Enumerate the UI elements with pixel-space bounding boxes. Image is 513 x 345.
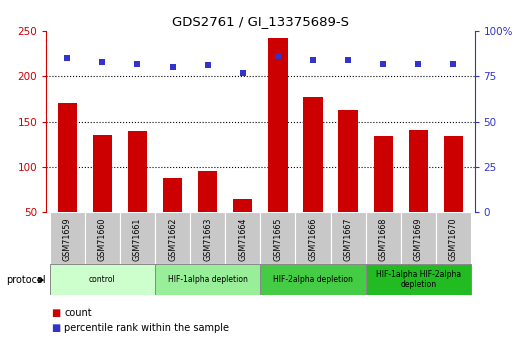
Point (379, 61, 387, 67)
Point (344, 57, 352, 63)
Bar (225, 212, 260, 264)
Bar (268, 38, 288, 257)
Text: GSM71667: GSM71667 (344, 217, 352, 261)
Text: HIF-1alpha HIF-2alpha
depletion: HIF-1alpha HIF-2alpha depletion (376, 270, 461, 289)
Bar (339, 110, 358, 257)
Text: ■: ■ (51, 324, 61, 333)
Bar (436, 212, 471, 264)
Text: GSM71663: GSM71663 (203, 217, 212, 261)
Text: GSM71659: GSM71659 (63, 217, 72, 261)
Text: GSM71669: GSM71669 (414, 217, 423, 261)
Bar (85, 212, 120, 264)
Text: GSM71668: GSM71668 (379, 217, 388, 261)
Bar (50, 212, 85, 264)
Text: GSM71665: GSM71665 (273, 217, 282, 261)
Point (63, 56, 71, 61)
Bar (155, 212, 190, 264)
Bar (401, 212, 436, 264)
Text: GSM71661: GSM71661 (133, 217, 142, 261)
Bar (233, 199, 252, 257)
Point (414, 61, 422, 67)
Bar (366, 212, 401, 264)
Bar (444, 136, 463, 257)
Title: GDS2761 / GI_13375689-S: GDS2761 / GI_13375689-S (172, 16, 349, 29)
Point (98, 59, 107, 65)
Bar (295, 212, 330, 264)
Point (204, 63, 212, 68)
Bar (163, 178, 182, 257)
Point (239, 70, 247, 76)
Text: control: control (89, 275, 116, 284)
Point (133, 61, 142, 67)
Text: GSM71662: GSM71662 (168, 217, 177, 261)
Bar (330, 212, 366, 264)
Bar (120, 212, 155, 264)
Bar (260, 212, 295, 264)
Bar (155, 264, 260, 295)
Bar (50, 264, 155, 295)
Text: GSM71660: GSM71660 (98, 217, 107, 261)
Bar (198, 171, 218, 257)
Text: protocol: protocol (6, 275, 46, 285)
Bar (409, 130, 428, 257)
Text: count: count (64, 308, 92, 318)
Bar (260, 264, 366, 295)
Text: ■: ■ (51, 308, 61, 318)
Point (449, 61, 458, 67)
Point (274, 54, 282, 59)
Bar (128, 131, 147, 257)
Bar (93, 135, 112, 257)
Text: GSM71664: GSM71664 (239, 217, 247, 261)
Text: GSM71670: GSM71670 (449, 217, 458, 261)
Point (168, 65, 176, 70)
Bar (366, 264, 471, 295)
Point (309, 57, 317, 63)
Bar (57, 104, 77, 257)
Bar (373, 136, 393, 257)
Text: HIF-2alpha depletion: HIF-2alpha depletion (273, 275, 353, 284)
Text: percentile rank within the sample: percentile rank within the sample (64, 324, 229, 333)
Bar (303, 97, 323, 257)
Text: GSM71666: GSM71666 (308, 217, 318, 261)
Bar (190, 212, 225, 264)
Text: HIF-1alpha depletion: HIF-1alpha depletion (168, 275, 248, 284)
